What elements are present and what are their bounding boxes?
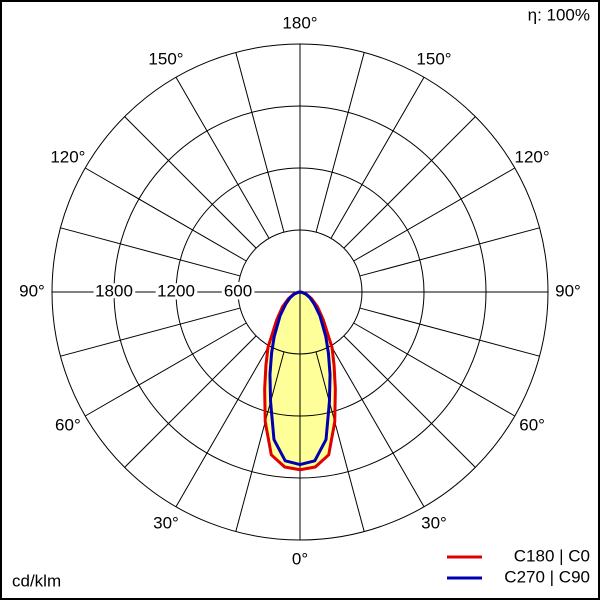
spoke: [60, 307, 241, 357]
angle-tick-label: 30°: [153, 514, 179, 533]
spoke: [315, 52, 365, 233]
unit-label: cd/klm: [12, 571, 61, 590]
spoke: [175, 76, 270, 239]
spoke: [330, 345, 425, 508]
grid-ring: [237, 229, 363, 355]
spoke: [353, 167, 516, 262]
spoke: [353, 322, 516, 417]
spoke: [175, 345, 270, 508]
legend-label: C270 | C90: [504, 567, 590, 586]
grid-ring: [113, 105, 487, 479]
angle-tick-label: 150°: [148, 49, 183, 68]
angle-tick-label: 120°: [50, 147, 85, 166]
angle-tick-label: 30°: [421, 514, 447, 533]
spoke: [235, 351, 285, 532]
spoke: [235, 52, 285, 233]
angle-tick-label: 90°: [555, 281, 581, 300]
curve: [268, 290, 301, 467]
angle-tick-label: 0°: [292, 549, 308, 568]
angle-tick-label: 60°: [519, 415, 545, 434]
spoke: [60, 227, 241, 277]
angle-tick-label: 120°: [515, 147, 550, 166]
r-tick-label: 1800: [95, 281, 133, 300]
legend-label: C180 | C0: [514, 546, 590, 565]
angle-tick-label: 150°: [416, 49, 451, 68]
spoke: [330, 76, 425, 239]
angle-tick-label: 180°: [282, 13, 317, 32]
spoke: [343, 116, 476, 249]
spoke: [84, 167, 247, 262]
spoke: [359, 307, 540, 357]
angle-tick-label: 60°: [55, 415, 81, 434]
spoke: [124, 116, 257, 249]
grid-ring: [175, 167, 425, 417]
efficiency-label: η: 100%: [528, 5, 590, 24]
spoke: [315, 351, 365, 532]
spoke: [359, 227, 540, 277]
spoke: [124, 335, 257, 468]
r-tick-label: 600: [224, 281, 252, 300]
outer-ring: [51, 43, 549, 541]
spoke: [84, 322, 247, 417]
spoke: [343, 335, 476, 468]
angle-tick-label: 90°: [19, 281, 45, 300]
curve: [299, 290, 332, 467]
r-tick-label: 1200: [157, 281, 195, 300]
